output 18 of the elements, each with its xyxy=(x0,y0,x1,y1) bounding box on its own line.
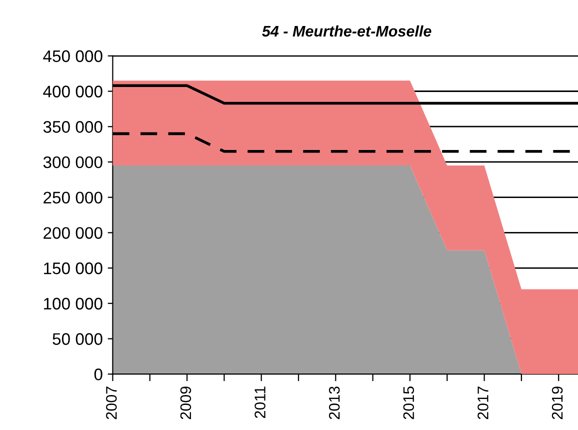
y-tick-label: 350 000 xyxy=(43,121,102,133)
y-tick-label: 250 000 xyxy=(44,192,102,204)
y-tick-label: 150 000 xyxy=(44,262,102,274)
x-tick-label: 2015 xyxy=(403,386,414,420)
y-tick-label: 0 xyxy=(94,368,102,380)
x-tick-label: 2013 xyxy=(328,386,340,420)
x-tick-label: 2017 xyxy=(478,386,488,420)
x-tick-label: 2019 xyxy=(552,386,563,420)
y-tick-label: 200 000 xyxy=(44,227,102,239)
x-tick-label: 2009 xyxy=(180,386,192,420)
y-tick-label: 100 000 xyxy=(44,298,102,310)
x-tick-label: 2007 xyxy=(106,386,117,420)
chart-title: 54 - Meurthe-et-Moselle xyxy=(262,25,432,37)
y-tick-label: 300 000 xyxy=(43,156,102,168)
x-tick-label: 2011 xyxy=(254,386,266,418)
y-tick-label: 50 000 xyxy=(52,333,102,345)
y-tick-label: 400 000 xyxy=(43,86,102,98)
y-tick-label: 450 000 xyxy=(43,50,102,62)
